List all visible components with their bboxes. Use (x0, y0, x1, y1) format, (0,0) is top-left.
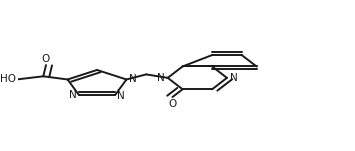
Text: N: N (117, 91, 125, 101)
Text: O: O (42, 54, 50, 64)
Text: HO: HO (0, 74, 16, 84)
Text: N: N (230, 73, 237, 83)
Text: N: N (129, 74, 137, 84)
Text: N: N (70, 90, 77, 100)
Text: O: O (168, 99, 176, 109)
Text: N: N (157, 73, 165, 83)
